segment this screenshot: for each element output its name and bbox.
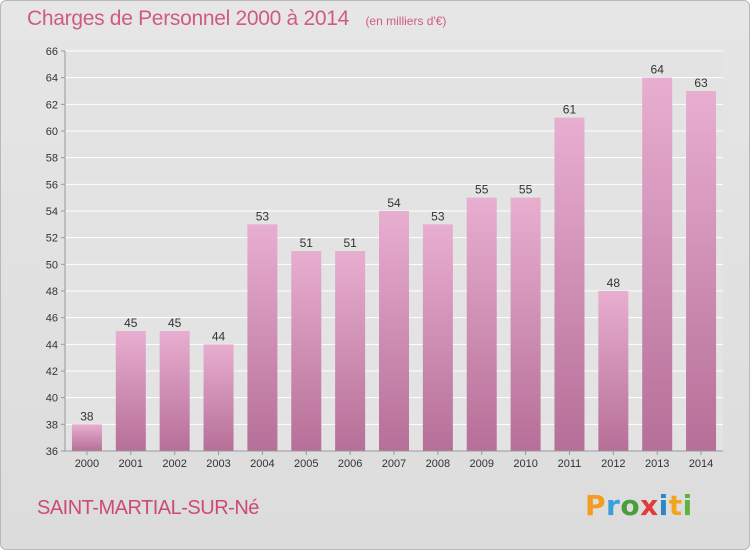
bar-2012 (598, 291, 629, 451)
bar-2003 (203, 344, 234, 451)
x-tick-label-2010: 2010 (513, 458, 537, 470)
y-tick-label: 58 (46, 153, 58, 165)
bar-2014 (686, 91, 717, 451)
brand-letter: i (658, 489, 669, 522)
x-tick-label-2001: 2001 (119, 458, 143, 470)
value-label-2003: 44 (212, 329, 226, 343)
y-tick-label: 64 (46, 73, 58, 85)
x-tick-label-2005: 2005 (294, 458, 318, 470)
title-row: Charges de Personnel 2000 à 2014 (en mil… (27, 7, 446, 31)
x-tick-label-2012: 2012 (601, 458, 625, 470)
y-tick-label: 60 (46, 126, 58, 138)
x-tick-label-2002: 2002 (162, 458, 186, 470)
x-tick-label-2004: 2004 (250, 458, 274, 470)
value-label-2000: 38 (80, 409, 94, 423)
commune-name: SAINT-MARTIAL-SUR-Né (37, 497, 259, 519)
y-tick-label: 50 (46, 259, 58, 271)
value-label-2013: 64 (651, 63, 665, 77)
brand-letter: t (668, 489, 683, 522)
x-tick-label-2007: 2007 (382, 458, 406, 470)
x-tick-label-2006: 2006 (338, 458, 362, 470)
value-label-2008: 53 (431, 209, 445, 223)
value-label-2012: 48 (607, 276, 621, 290)
y-tick-label: 62 (46, 99, 58, 111)
bar-2001 (115, 331, 146, 451)
brand-letter: P (585, 489, 607, 522)
y-tick-label: 44 (46, 339, 58, 351)
brand-logo: Proxiti (585, 489, 693, 522)
value-label-2005: 51 (300, 236, 314, 250)
value-label-2009: 55 (475, 183, 489, 197)
bar-2008 (422, 224, 453, 451)
value-label-2002: 45 (168, 316, 182, 330)
value-label-2010: 55 (519, 183, 533, 197)
y-tick-label: 36 (46, 446, 58, 458)
value-label-2006: 51 (343, 236, 357, 250)
y-tick-label: 48 (46, 286, 58, 298)
y-tick-label: 40 (46, 393, 58, 405)
y-tick-label: 46 (46, 313, 58, 325)
y-tick-label: 56 (46, 179, 58, 191)
x-tick-label-2008: 2008 (426, 458, 450, 470)
value-label-2007: 54 (387, 196, 401, 210)
x-tick-label-2011: 2011 (558, 458, 582, 470)
bar-2010 (510, 197, 541, 451)
bar-2011 (554, 117, 585, 452)
x-tick-label-2014: 2014 (689, 458, 713, 470)
brand-letter: x (640, 489, 659, 522)
y-tick-label: 54 (46, 206, 58, 218)
chart-title: Charges de Personnel 2000 à 2014 (27, 7, 349, 30)
bar-2002 (159, 331, 190, 451)
chart-unit-note: (en milliers d'€) (365, 14, 447, 28)
bar-2004 (247, 224, 278, 451)
bar-2006 (335, 251, 366, 451)
y-tick-label: 66 (46, 46, 58, 58)
value-label-2014: 63 (694, 76, 708, 90)
bar-2013 (642, 77, 673, 452)
value-label-2011: 61 (563, 103, 577, 117)
x-axis-ticks: 2000 2001 2002 2003 2004 2005 2006 2007 2008 2009… (75, 451, 713, 470)
y-tick-label: 38 (46, 419, 58, 431)
x-tick-label-2003: 2003 (206, 458, 230, 470)
y-tick-label: 42 (46, 366, 58, 378)
x-tick-label-2013: 2013 (645, 458, 669, 470)
x-tick-label-2000: 2000 (75, 458, 99, 470)
bar-2005 (291, 251, 322, 451)
data-labels: 38 45 45 44 53 51 51 54 53 55 55 61 48 64 63 (80, 63, 708, 424)
y-tick-label: 52 (46, 233, 58, 245)
bars (71, 77, 717, 452)
bar-2007 (379, 211, 409, 451)
y-axis-ticks: 36 38 40 42 44 46 48 50 52 54 56 58 60 62 64 66 (46, 46, 65, 458)
brand-letter: i (682, 489, 693, 522)
value-label-2001: 45 (124, 316, 138, 330)
bar-2009 (466, 197, 497, 451)
bar-2000 (71, 424, 102, 451)
brand-letter: o (620, 489, 641, 522)
value-label-2004: 53 (256, 209, 270, 223)
brand-letter: r (606, 489, 621, 522)
x-tick-label-2009: 2009 (469, 458, 493, 470)
